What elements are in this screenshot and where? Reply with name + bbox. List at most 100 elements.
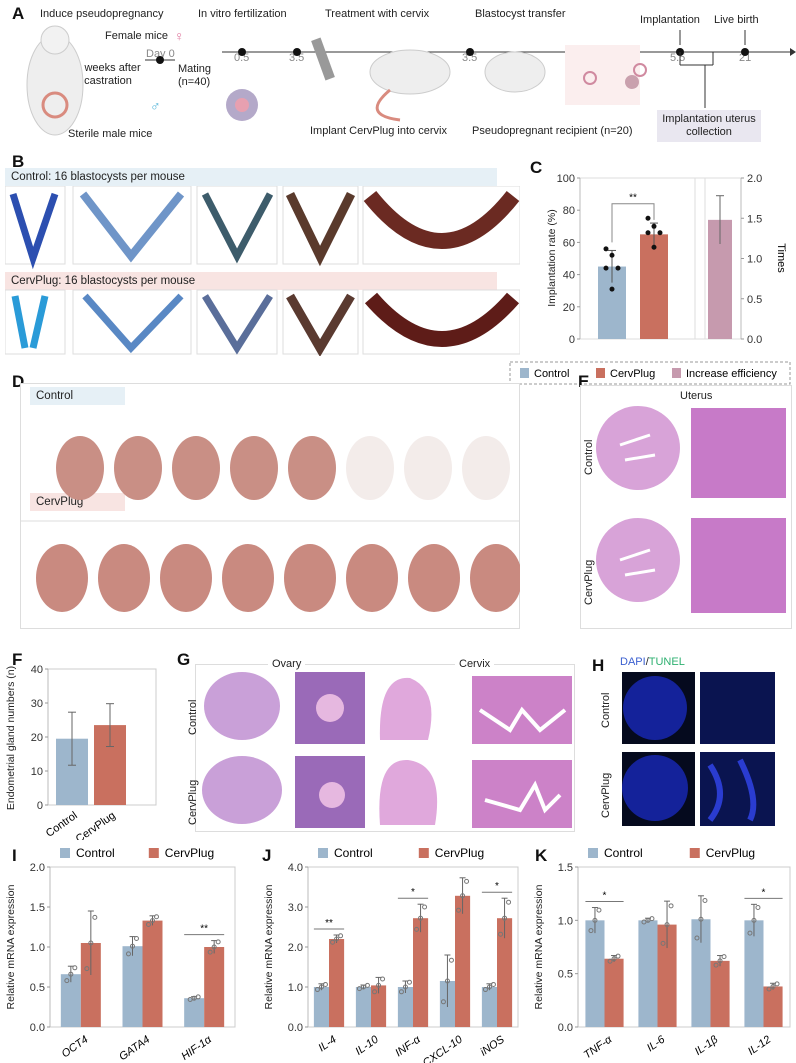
panel-i-label: I (12, 846, 17, 865)
legend-swatch (596, 368, 605, 378)
recipient-mouse-icon (484, 51, 546, 93)
data-point (334, 936, 340, 942)
data-point (502, 915, 508, 921)
legend-label: CervPlug (435, 846, 484, 860)
bar-control (122, 946, 143, 1027)
significance-mark: * (762, 887, 766, 898)
data-point (506, 899, 512, 905)
blastocyst-illustration-icon (565, 45, 647, 105)
data-point (406, 979, 412, 985)
bar-control (744, 920, 764, 1027)
female-symbol-icon: ♀ (174, 28, 185, 44)
control-pup (56, 436, 104, 500)
cervplug-device-icon (311, 37, 335, 81)
data-point (607, 958, 613, 964)
data-point (702, 897, 708, 903)
panel-g-label: G (177, 650, 191, 669)
y-tick-label: 1.5 (30, 902, 45, 914)
timepoint-day0: Day 0 (146, 48, 175, 60)
y-tick-label: 1.0 (747, 254, 762, 266)
control-pups-label: Control (30, 387, 125, 405)
y-axis-label: Relative mRNA expression (533, 884, 545, 1009)
h-row-control: Control (600, 692, 612, 728)
y-tick-label: 20 (563, 302, 575, 314)
data-point (486, 984, 492, 990)
legend-swatch (418, 848, 429, 858)
data-point (649, 916, 655, 922)
uterus-photos (5, 186, 520, 356)
y-tick-label: 0.0 (288, 1022, 303, 1034)
legend-label: Control (76, 846, 115, 860)
significance-mark: * (603, 891, 607, 902)
x-tick-label: OCT4 (60, 1034, 91, 1061)
data-point (645, 215, 651, 221)
secondary-y-label: Times (775, 243, 787, 273)
data-point (651, 223, 657, 229)
y-tick-label: 30 (31, 698, 43, 710)
legend-swatch (588, 848, 598, 858)
data-point (645, 917, 651, 923)
sterile-male-label: Sterile male mice (68, 128, 153, 140)
data-point (698, 916, 704, 922)
bar-control (585, 920, 605, 1027)
data-point (398, 989, 404, 995)
y-tick-label: 40 (31, 664, 43, 676)
data-point (330, 939, 336, 945)
legend-label: CervPlug (706, 846, 755, 860)
legend-box (509, 361, 791, 385)
data-point (645, 230, 651, 236)
e-row-control: Control (583, 439, 595, 475)
data-point (440, 999, 446, 1005)
control-pup (172, 436, 220, 500)
y-tick-label: 0 (37, 800, 43, 812)
step-ivf: In vitro fertilization (198, 8, 287, 20)
bar-control (481, 987, 497, 1027)
cervplug-uterus-row (5, 289, 520, 356)
y-tick-label: 10 (31, 766, 43, 778)
timeline-dots (156, 48, 749, 64)
h-title: DAPI/TUNEL (620, 656, 685, 668)
collection-box: Implantation uterus collection (657, 110, 761, 142)
castration-label: 2 weeks after castration (75, 62, 141, 87)
data-point (592, 917, 598, 923)
g-row-control: Control (187, 699, 199, 735)
data-point (322, 981, 328, 987)
cervplug-pup (284, 544, 336, 612)
y-tick-label: 3.0 (288, 902, 303, 914)
significance-mark: * (411, 887, 415, 898)
bar-cervplug (497, 918, 513, 1027)
data-point (150, 918, 155, 924)
data-point (211, 944, 217, 950)
y-tick-label: 0.0 (747, 334, 762, 346)
panel-c-label: C (530, 158, 543, 177)
panel-e-label: E (578, 372, 590, 391)
treated-mouse-icon (369, 49, 451, 122)
data-point (372, 989, 378, 995)
data-point (774, 981, 780, 987)
data-point (130, 943, 135, 949)
h-row-cervplug: CervPlug (600, 772, 612, 818)
panel-a-label: A (12, 4, 25, 23)
y-tick-label: 80 (563, 205, 575, 217)
significance-mark: ** (200, 924, 208, 935)
bar-control (397, 987, 413, 1027)
step-induce: Induce pseudopregnancy (40, 8, 164, 20)
cervplug-pup (408, 544, 460, 612)
bar-control (60, 974, 81, 1027)
x-tick-label: HIF-1α (179, 1033, 214, 1063)
control-blastocyst-title: Control: 16 blastocysts per mouse (5, 168, 497, 186)
bar-control (355, 987, 371, 1027)
data-point (615, 265, 621, 271)
y-tick-label: 20 (31, 732, 43, 744)
significance-mark: ** (325, 918, 333, 929)
legend-swatch (672, 368, 681, 378)
bar-cervplug (80, 943, 101, 1027)
legend-swatch (689, 848, 700, 858)
data-point (651, 244, 657, 250)
data-point (422, 904, 428, 910)
data-point (414, 926, 420, 932)
data-point (490, 981, 496, 987)
step-implantation: Implantation (640, 14, 700, 26)
recipient-label: Pseudopregnant recipient (n=20) (472, 125, 633, 137)
data-point (713, 962, 719, 968)
